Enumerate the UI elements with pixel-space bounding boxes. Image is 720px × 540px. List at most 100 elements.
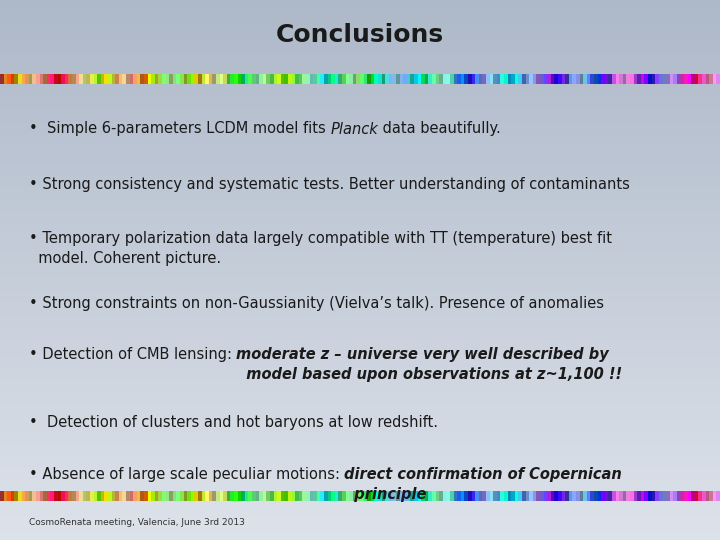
Bar (0, 90, 720, 92)
Bar (0, 538, 720, 540)
Bar (0, 133, 720, 135)
Bar (0, 396, 720, 398)
Bar (65, 491, 68, 501)
Bar (263, 74, 266, 84)
Bar (122, 491, 126, 501)
Bar (22, 491, 25, 501)
Bar (0, 409, 720, 410)
Bar (457, 491, 461, 501)
Bar (392, 74, 396, 84)
Bar (40, 74, 43, 84)
Bar (644, 74, 648, 84)
Bar (0, 420, 720, 421)
Bar (284, 74, 288, 84)
Bar (76, 74, 79, 84)
Text: data beautifully.: data beautifully. (378, 122, 500, 137)
Bar (0, 104, 720, 106)
Bar (223, 74, 227, 84)
Bar (83, 74, 86, 84)
Bar (162, 74, 166, 84)
Bar (378, 74, 382, 84)
Bar (0, 92, 720, 93)
Bar (0, 306, 720, 308)
Bar (0, 322, 720, 324)
Bar (479, 491, 482, 501)
Bar (353, 74, 356, 84)
Bar (313, 74, 317, 84)
Bar (140, 74, 144, 84)
Bar (569, 74, 572, 84)
Bar (486, 74, 490, 84)
Bar (0, 99, 720, 101)
Bar (0, 177, 720, 178)
Bar (0, 42, 720, 43)
Bar (349, 74, 353, 84)
Bar (115, 74, 119, 84)
Bar (0, 481, 720, 482)
Bar (648, 491, 652, 501)
Bar (0, 443, 720, 444)
Bar (0, 447, 720, 448)
Bar (0, 128, 720, 130)
Bar (0, 227, 720, 228)
Bar (94, 74, 97, 84)
Bar (148, 491, 151, 501)
Bar (104, 74, 108, 84)
Bar (50, 491, 54, 501)
Bar (0, 385, 720, 387)
Bar (0, 398, 720, 400)
Bar (0, 232, 720, 234)
Bar (241, 74, 245, 84)
Bar (0, 265, 720, 266)
Bar (0, 120, 720, 123)
Bar (0, 58, 720, 59)
Text: • Strong consistency and systematic tests. Better understanding of contaminants: • Strong consistency and systematic test… (29, 177, 630, 192)
Bar (461, 491, 464, 501)
Bar (540, 74, 544, 84)
Bar (515, 491, 518, 501)
Bar (508, 491, 511, 501)
Bar (670, 74, 673, 84)
Bar (612, 491, 616, 501)
Bar (479, 74, 482, 84)
Text: • Strong constraints on non-Gaussianity (Vielva’s talk). Presence of anomalies: • Strong constraints on non-Gaussianity … (29, 296, 604, 311)
Bar (7, 74, 11, 84)
Bar (0, 488, 720, 490)
Bar (18, 74, 22, 84)
Bar (0, 252, 720, 254)
Bar (0, 158, 720, 160)
Bar (0, 101, 720, 103)
Bar (0, 285, 720, 286)
Bar (317, 491, 320, 501)
Bar (472, 74, 475, 84)
Bar (608, 491, 612, 501)
Bar (0, 52, 720, 54)
Bar (713, 74, 716, 84)
Bar (0, 236, 720, 238)
Bar (425, 491, 428, 501)
Bar (216, 74, 220, 84)
Bar (666, 74, 670, 84)
Bar (356, 74, 360, 84)
Bar (248, 74, 252, 84)
Bar (360, 74, 364, 84)
Bar (0, 81, 720, 83)
Bar (623, 74, 626, 84)
Bar (0, 412, 720, 414)
Bar (0, 299, 720, 301)
Bar (468, 74, 472, 84)
Bar (0, 151, 720, 153)
Bar (32, 491, 36, 501)
Bar (0, 126, 720, 128)
Bar (140, 491, 144, 501)
Bar (0, 471, 720, 474)
Bar (482, 74, 486, 84)
Bar (252, 74, 256, 84)
Bar (0, 336, 720, 339)
Bar (0, 32, 720, 34)
Bar (79, 74, 83, 84)
Bar (576, 74, 580, 84)
Bar (0, 164, 720, 166)
Bar (547, 491, 551, 501)
Bar (529, 74, 533, 84)
